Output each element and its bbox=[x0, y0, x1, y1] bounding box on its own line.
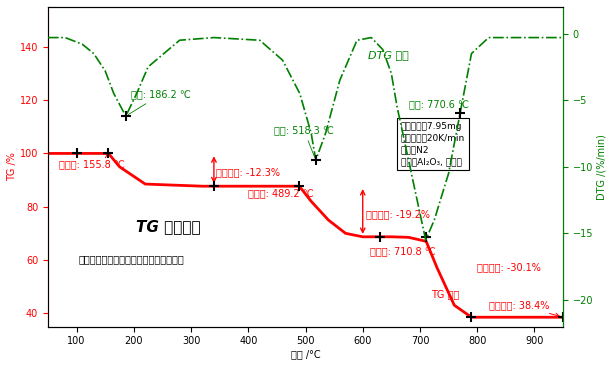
Y-axis label: DTG /(%/min): DTG /(%/min) bbox=[596, 134, 606, 200]
Text: 质量变化: -19.2%: 质量变化: -19.2% bbox=[365, 209, 430, 219]
Text: 质量变化: -30.1%: 质量变化: -30.1% bbox=[477, 263, 541, 273]
Text: 样品称重：7.95mg
升温速率：20K/min
气氛：N2
坦埚：Al₂O₃, 敞开式: 样品称重：7.95mg 升温速率：20K/min 气氛：N2 坦埚：Al₂O₃,… bbox=[401, 122, 465, 167]
Text: 质量变化: -12.3%: 质量变化: -12.3% bbox=[216, 167, 280, 177]
Text: 起始点: 489.2 ℃: 起始点: 489.2 ℃ bbox=[248, 188, 314, 198]
Text: 峰値: 518.3 ℃: 峰値: 518.3 ℃ bbox=[274, 126, 334, 157]
Text: 峰値: 770.6 ℃: 峰値: 770.6 ℃ bbox=[408, 99, 468, 113]
Text: DTG 曲线: DTG 曲线 bbox=[368, 49, 409, 60]
Text: （图中所示为一水合草酸钙的分解过程）: （图中所示为一水合草酸钙的分解过程） bbox=[79, 255, 185, 265]
Y-axis label: TG /%: TG /% bbox=[7, 152, 17, 181]
Text: 峰値: 186.2 ℃: 峰値: 186.2 ℃ bbox=[128, 90, 191, 115]
Text: TG 典型图谱: TG 典型图谱 bbox=[135, 219, 200, 234]
Text: 残余质量: 38.4%: 残余质量: 38.4% bbox=[489, 300, 559, 317]
Text: 起始点: 155.8 ℃: 起始点: 155.8 ℃ bbox=[59, 154, 125, 169]
Text: 起始点: 710.8 ℃: 起始点: 710.8 ℃ bbox=[370, 247, 435, 257]
X-axis label: 温度 /°C: 温度 /°C bbox=[291, 349, 321, 359]
Text: TG 曲线: TG 曲线 bbox=[432, 289, 460, 299]
